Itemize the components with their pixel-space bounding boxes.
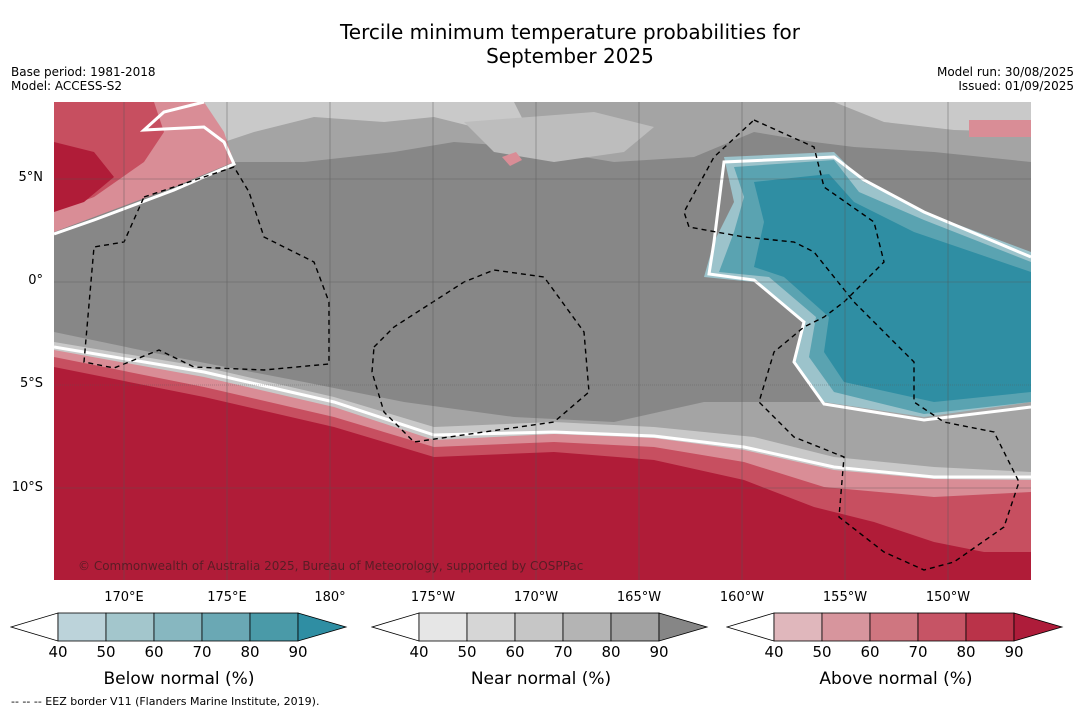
colorbar-segment <box>917 612 967 642</box>
colorbar-tick-label: 90 <box>649 643 669 661</box>
near-mid-south <box>54 332 1031 482</box>
colorbar-min-arrow <box>10 612 59 642</box>
lat-label-0: 0° <box>28 273 43 288</box>
colorbar-segment <box>514 612 564 642</box>
lon-label-160w: 160°W <box>719 590 765 605</box>
lon-label-170w: 170°W <box>513 590 559 605</box>
colorbar-segment <box>201 612 251 642</box>
colorbar-segment <box>105 612 155 642</box>
contour-blue <box>707 155 1031 422</box>
lon-label-175e: 175°E <box>207 590 247 605</box>
colorbar-tick-label: 60 <box>144 643 164 661</box>
colorbar-segment <box>57 612 107 642</box>
eez-footnote: -- -- -- EEZ border V11 (Flanders Marine… <box>11 695 320 708</box>
near-low-north <box>194 102 524 142</box>
colorbar-max-arrow <box>297 612 348 642</box>
colorbar-below-segments <box>10 612 348 642</box>
colorbar-tick-label: 50 <box>457 643 477 661</box>
above-nw-high <box>54 142 114 212</box>
lat-label-5n: 5°N <box>18 170 44 185</box>
colorbar-max-arrow <box>1013 612 1064 642</box>
base-period: Base period: 1981-2018 <box>11 65 156 79</box>
lon-label-155w: 155°W <box>822 590 868 605</box>
copyright-credit: © Commonwealth of Australia 2025, Bureau… <box>78 559 584 573</box>
colorbar-tick-label: 40 <box>409 643 429 661</box>
colorbar-segment <box>869 612 919 642</box>
colorbar-above-title: Above normal (%) <box>819 669 973 689</box>
contour-nw <box>54 102 236 236</box>
colorbar-tick-label: 60 <box>860 643 880 661</box>
colorbar-segment <box>562 612 612 642</box>
colorbar-tick-label: 40 <box>48 643 68 661</box>
colorbar-segment <box>821 612 871 642</box>
colorbar-segment <box>249 612 299 642</box>
model-run: Model run: 30/08/2025 <box>936 65 1074 79</box>
colorbar-tick-label: 60 <box>505 643 525 661</box>
near-low-center <box>464 112 654 162</box>
colorbar-tick-label: 90 <box>1004 643 1024 661</box>
colorbar-segment <box>418 612 468 642</box>
colorbar-tick-label: 50 <box>812 643 832 661</box>
colorbar-below-title: Below normal (%) <box>103 669 255 689</box>
contour-south <box>54 345 1031 479</box>
colorbar-above <box>726 612 1064 642</box>
meta-right: Model run: 30/08/2025 Issued: 01/09/2025 <box>937 65 1074 93</box>
colorbar-tick-label: 80 <box>956 643 976 661</box>
issued-date: Issued: 01/09/2025 <box>958 79 1074 93</box>
probability-map <box>54 102 1031 580</box>
colorbar-above-segments <box>726 612 1064 642</box>
meta-left: Base period: 1981-2018 Model: ACCESS-S2 <box>11 65 156 93</box>
title-line-2: September 2025 <box>486 44 654 68</box>
colorbar-tick-label: 40 <box>764 643 784 661</box>
near-low-south <box>54 342 1031 482</box>
colorbar-tick-label: 70 <box>192 643 212 661</box>
above-ne <box>969 120 1031 137</box>
colorbar-near <box>371 612 709 642</box>
graticule <box>54 102 1031 580</box>
chart-title: Tercile minimum temperature probabilitie… <box>0 20 1085 68</box>
colorbar-below <box>10 612 348 642</box>
colorbar-tick-label: 70 <box>553 643 573 661</box>
colorbar-near-title: Near normal (%) <box>470 669 612 689</box>
colorbar-segment <box>965 612 1015 642</box>
lon-label-150w: 150°W <box>925 590 971 605</box>
colorbar-segment <box>773 612 823 642</box>
above-south-high <box>54 367 1031 580</box>
model-name: Model: ACCESS-S2 <box>11 79 123 93</box>
eez-borders <box>83 119 1020 571</box>
lon-label-180: 180° <box>314 590 346 605</box>
colorbar-tick-label: 80 <box>601 643 621 661</box>
lon-label-170e: 170°E <box>104 590 144 605</box>
colorbar-tick-label: 70 <box>908 643 928 661</box>
colorbar-tick-label: 80 <box>240 643 260 661</box>
colorbar-min-arrow <box>371 612 420 642</box>
colorbar-tick-label: 50 <box>96 643 116 661</box>
colorbar-max-arrow <box>658 612 709 642</box>
below-high <box>754 174 1031 402</box>
colorbar-tick-label: 90 <box>288 643 308 661</box>
lon-label-175w: 175°W <box>410 590 456 605</box>
title-line-1: Tercile minimum temperature probabilitie… <box>339 20 801 44</box>
colorbar-min-arrow <box>726 612 775 642</box>
colorbar-segment <box>610 612 660 642</box>
colorbar-near-segments <box>371 612 709 642</box>
above-patch <box>502 152 522 166</box>
colorbar-segment <box>153 612 203 642</box>
colorbar-segment <box>466 612 516 642</box>
lat-label-5s: 5°S <box>19 376 43 391</box>
lon-label-165w: 165°W <box>616 590 662 605</box>
lat-label-10s: 10°S <box>11 480 43 495</box>
